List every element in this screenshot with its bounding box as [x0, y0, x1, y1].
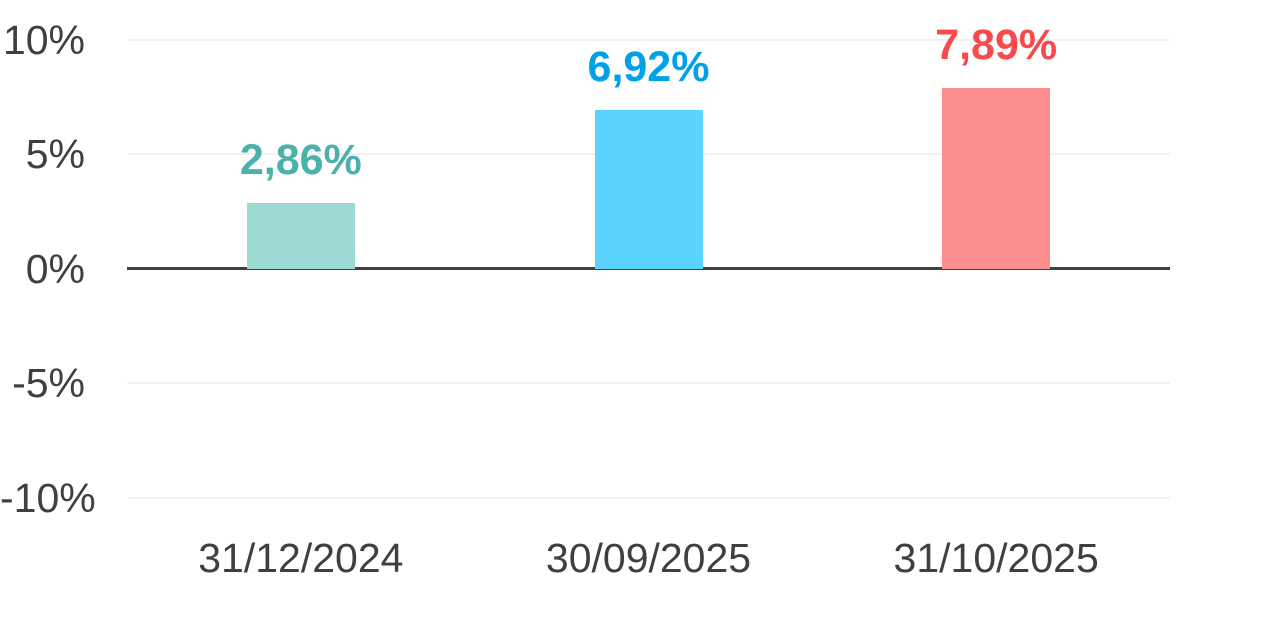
gridline — [127, 39, 1170, 41]
y-axis-tick-label: 5% — [25, 131, 85, 178]
x-axis-tick-label: 30/09/2025 — [545, 535, 752, 581]
x-axis-zero-line — [127, 267, 1170, 271]
y-axis-tick-label: -5% — [12, 360, 85, 407]
bar[interactable] — [942, 88, 1051, 269]
gridline — [127, 382, 1170, 385]
bar-value-label: 2,86% — [239, 136, 362, 185]
y-axis-tick-label: 10% — [2, 17, 85, 63]
y-axis-tick-label: -10% — [0, 474, 96, 521]
gridline — [127, 496, 1170, 499]
bar-value-label: 6,92% — [587, 43, 710, 92]
x-axis-tick-label: 31/12/2024 — [198, 535, 404, 581]
bar[interactable] — [594, 110, 703, 269]
y-axis-tick-label: 0% — [25, 245, 85, 292]
bar[interactable] — [246, 203, 355, 269]
bar-value-label: 7,89% — [935, 21, 1058, 70]
x-axis-tick-label: 31/10/2025 — [893, 535, 1099, 581]
